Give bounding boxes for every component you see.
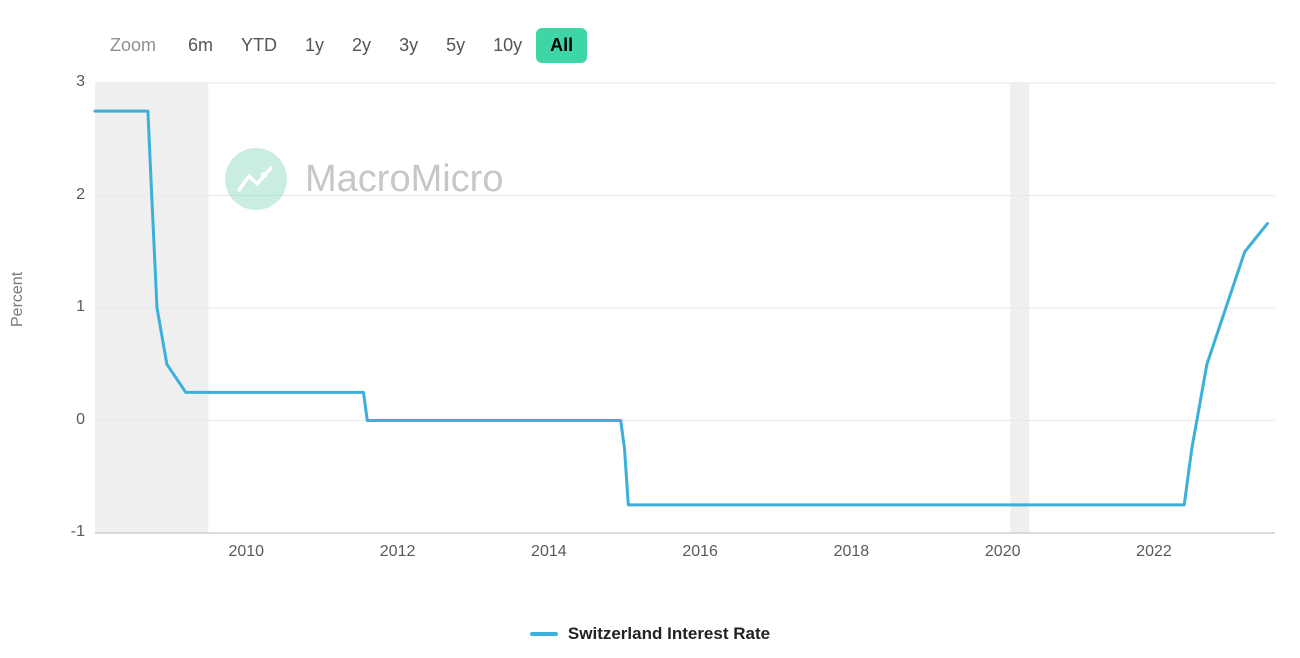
y-tick: 1 — [45, 298, 85, 316]
x-tick: 2010 — [221, 543, 271, 561]
legend-swatch — [530, 632, 558, 636]
x-tick: 2020 — [978, 543, 1028, 561]
x-tick: 2022 — [1129, 543, 1179, 561]
y-tick: 0 — [45, 411, 85, 429]
zoom-1y[interactable]: 1y — [291, 28, 338, 63]
chart-container: Percent MacroMicro -10123 20102012201420… — [0, 78, 1300, 578]
zoom-6m[interactable]: 6m — [174, 28, 227, 63]
x-tick: 2018 — [826, 543, 876, 561]
zoom-2y[interactable]: 2y — [338, 28, 385, 63]
y-tick: 3 — [45, 73, 85, 91]
x-tick: 2012 — [373, 543, 423, 561]
zoom-controls: Zoom 6m YTD 1y 2y 3y 5y 10y All — [110, 28, 587, 63]
zoom-10y[interactable]: 10y — [479, 28, 536, 63]
zoom-all[interactable]: All — [536, 28, 587, 63]
x-tick: 2016 — [675, 543, 725, 561]
x-tick: 2014 — [524, 543, 574, 561]
line-chart[interactable] — [0, 78, 1300, 578]
zoom-3y[interactable]: 3y — [385, 28, 432, 63]
zoom-label: Zoom — [110, 35, 156, 56]
zoom-5y[interactable]: 5y — [432, 28, 479, 63]
zoom-ytd[interactable]: YTD — [227, 28, 291, 63]
y-tick: 2 — [45, 186, 85, 204]
legend: Switzerland Interest Rate — [0, 624, 1300, 644]
y-tick: -1 — [45, 523, 85, 541]
legend-label[interactable]: Switzerland Interest Rate — [568, 624, 770, 644]
